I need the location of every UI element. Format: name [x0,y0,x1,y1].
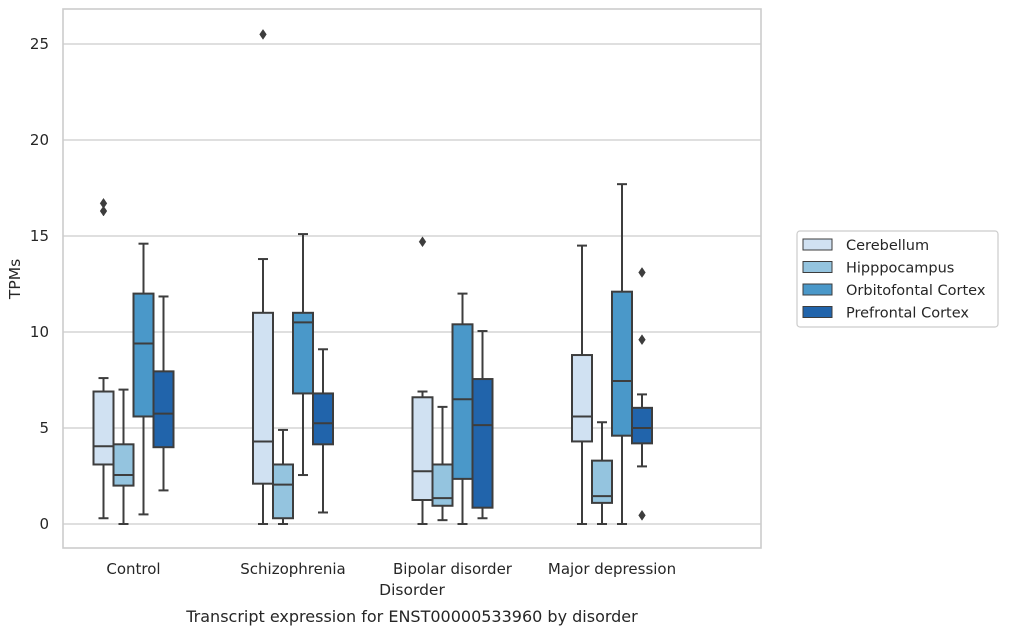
x-tick-label: Schizophrenia [240,560,345,578]
box-orbitofontal-cortex-1 [292,233,314,477]
outlier-marker [638,334,646,346]
y-axis: 0 5 10 15 20 25 [30,35,49,533]
outlier-marker [99,205,108,217]
iqr-box [451,323,474,480]
x-tick-label: Major depression [548,560,676,578]
legend-swatch [802,238,833,251]
box-orbitofontal-cortex-3 [611,183,633,525]
iqr-box [611,290,633,437]
legend-label: Hipppocampus [846,261,954,277]
legend-swatch [802,261,833,273]
iqr-box [132,292,155,418]
outlier-marker [99,197,108,209]
iqr-box [252,311,274,485]
box-orbitofontal-cortex-2 [451,292,474,525]
outlier-marker [638,267,646,278]
chart-caption: Transcript expression for ENST0000053396… [185,607,638,626]
box-hipppocampus-0 [112,388,135,525]
box-cerebellum-0 [92,197,115,520]
legend-swatch [802,283,833,296]
x-tick-label: Bipolar disorder [393,560,513,578]
iqr-box [571,354,593,443]
legend: Cerebellum Hipppocampus Orbitofontal Corte… [796,230,999,328]
iqr-box [411,396,434,501]
box-hipppocampus-1 [272,428,294,525]
iqr-box [591,459,613,504]
x-axis: Control Schizophrenia Bipolar disorder Majo… [106,560,676,578]
box-hipppocampus-3 [591,421,613,525]
y-tick-label: 10 [30,323,49,341]
iqr-box [631,406,653,445]
iqr-box [152,370,175,449]
x-axis-title: Disorder [379,581,445,599]
boxes [92,29,653,525]
box-prefrontal-cortex-1 [312,348,334,514]
legend-label: Cerebellum [846,238,929,254]
iqr-box [112,443,135,487]
y-tick-label: 20 [30,131,49,149]
outlier-marker [638,509,646,521]
plot-frame [62,8,762,549]
outlier-marker [418,236,427,248]
iqr-box [92,390,115,466]
box-prefrontal-cortex-3 [631,267,653,521]
legend-label: Prefrontal Cortex [846,306,969,322]
box-orbitofontal-cortex-0 [132,242,155,516]
outlier-marker [259,29,267,40]
box-cerebellum-3 [571,244,593,525]
iqr-box [272,463,294,520]
y-tick-label: 5 [39,419,49,437]
legend-frame [796,230,999,328]
y-tick-label: 0 [39,515,49,533]
legend-swatch [802,306,833,318]
box-hipppocampus-2 [431,405,454,522]
iqr-box [312,392,334,446]
x-tick-label: Control [106,560,160,578]
iqr-box [292,311,314,395]
y-tick-label: 25 [30,35,49,53]
y-axis-title: TPMs [6,259,24,300]
iqr-box [431,463,454,507]
iqr-box [471,378,494,509]
legend-label: Orbitofontal Cortex [846,283,986,299]
box-prefrontal-cortex-2 [471,330,494,520]
box-cerebellum-2 [411,236,434,525]
gridlines [63,43,761,525]
box-prefrontal-cortex-0 [152,295,175,492]
box-cerebellum-1 [252,29,274,525]
y-tick-label: 15 [30,227,49,245]
